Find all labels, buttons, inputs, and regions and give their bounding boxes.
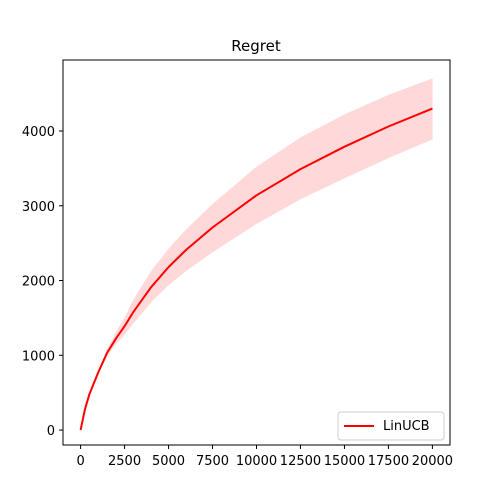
legend-box xyxy=(337,411,445,441)
y-tick-label: 2000 xyxy=(22,275,55,290)
x-tick-label: 0 xyxy=(76,454,84,469)
y-tick-label: 0 xyxy=(47,424,55,439)
x-tick-label: 12500 xyxy=(280,454,321,469)
y-tick-label: 3000 xyxy=(22,200,55,215)
x-tick-label: 20000 xyxy=(412,454,453,469)
y-tick-label: 1000 xyxy=(22,349,55,364)
x-tick-label: 5000 xyxy=(152,454,185,469)
legend: LinUCB xyxy=(337,411,445,441)
y-tick-label: 4000 xyxy=(22,125,55,140)
x-tick-label: 10000 xyxy=(236,454,277,469)
x-tick-label: 17500 xyxy=(368,454,409,469)
x-tick-label: 7500 xyxy=(196,454,229,469)
x-tick-label: 15000 xyxy=(324,454,365,469)
legend-label-linucb: LinUCB xyxy=(383,419,430,434)
x-tick-label: 2500 xyxy=(108,454,141,469)
chart-title: Regret xyxy=(231,37,281,55)
series-line-linucb xyxy=(79,107,433,431)
